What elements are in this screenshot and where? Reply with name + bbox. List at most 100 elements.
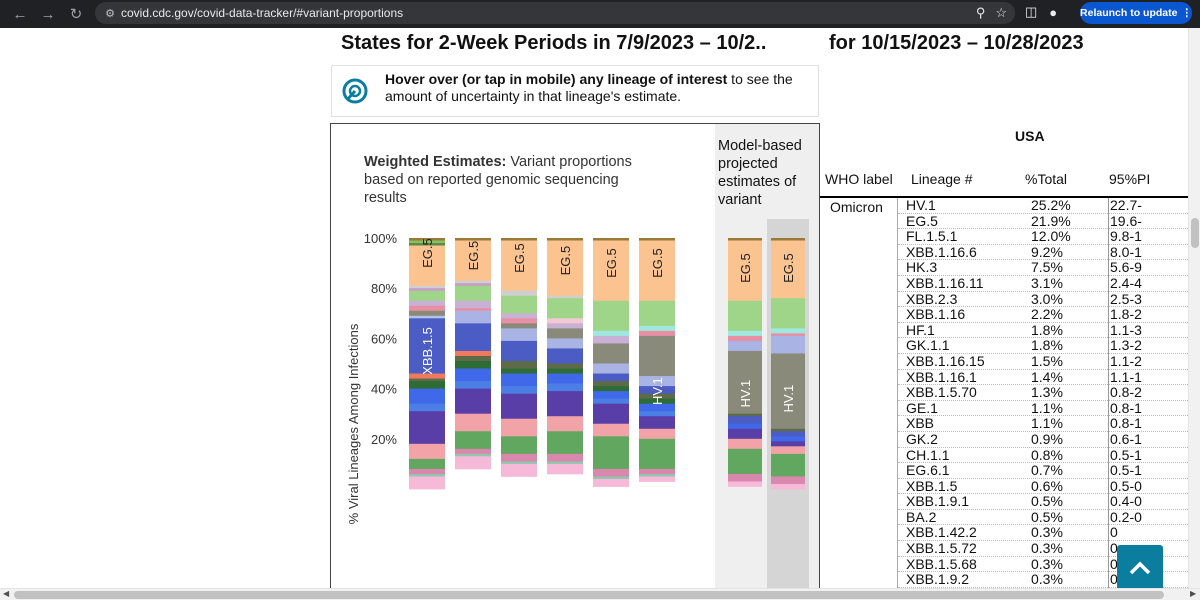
bar-segment	[547, 416, 583, 432]
lineage-cell: XBB.1.5.72	[906, 540, 977, 557]
bar-segment	[728, 423, 762, 430]
bar-segment	[501, 418, 537, 437]
pi-cell: 9.8-1	[1108, 228, 1142, 245]
table-row[interactable]: XBB.1.42.2 0.3% 0	[898, 525, 1188, 542]
table-row[interactable]: XBB.1.5 0.6% 0.5-0	[898, 477, 1188, 495]
table-row[interactable]: CH.1.1 0.8% 0.5-1	[898, 447, 1188, 464]
bar-segment	[455, 238, 491, 241]
bar-segment	[409, 373, 445, 379]
scroll-right-icon[interactable]: ▶	[1190, 589, 1197, 598]
bar-segment	[409, 388, 445, 405]
bar-segment	[771, 238, 805, 241]
table-row[interactable]: GK.2 0.9% 0.6-1	[898, 430, 1188, 448]
table-row[interactable]: XBB.1.9.1 0.5% 0.4-0	[898, 494, 1188, 510]
pi-cell: 0.6-1	[1108, 430, 1142, 448]
relaunch-button[interactable]: Relaunch to update ⋮	[1080, 2, 1192, 24]
scroll-to-top-button[interactable]	[1117, 545, 1163, 588]
horizontal-scrollbar[interactable]: ◀ ▶	[0, 588, 1200, 600]
pi-cell: 19.6-	[1108, 212, 1142, 230]
pi-cell: 0.8-1	[1108, 399, 1142, 417]
table-row[interactable]: HK.3 7.5% 5.6-9	[898, 260, 1188, 276]
vertical-scroll-thumb[interactable]	[1191, 218, 1199, 248]
pi-cell: 0.5-0	[1108, 477, 1142, 495]
table-row[interactable]: HV.1 25.2% 22.7-	[898, 197, 1188, 214]
bar-segment	[409, 468, 445, 475]
bar-segment	[409, 243, 445, 246]
table-row[interactable]: XBB.1.16.6 9.2% 8.0-1	[898, 243, 1188, 261]
bar-segment	[547, 240, 583, 297]
zoom-icon[interactable]: ⚲	[975, 5, 986, 20]
table-row[interactable]: XBB.1.16.11 3.1% 2.4-4	[898, 274, 1188, 292]
hint-rest-text: to see the amount of uncertainty in that…	[385, 71, 793, 104]
y-tick-label: 80%	[371, 281, 397, 296]
pi-cell: 5.6-9	[1108, 259, 1142, 276]
side-panel-icon[interactable]: ◫	[1025, 4, 1038, 19]
site-info-icon[interactable]: ⚙	[105, 7, 115, 20]
lineage-cell: XBB.1.5.68	[906, 555, 977, 572]
horizontal-scroll-thumb[interactable]	[14, 591, 1164, 599]
table-row[interactable]: XBB.1.5.68 0.3% 0.	[898, 555, 1188, 573]
table-row[interactable]: GK.1.1 1.8% 1.3-2	[898, 338, 1188, 354]
lineage-cell: XBB.1.9.1	[906, 493, 970, 510]
table-row[interactable]: EG.5 21.9% 19.6-	[898, 212, 1188, 230]
url-text[interactable]: covid.cdc.gov/covid-data-tracker/#varian…	[121, 6, 404, 20]
lineage-cell: FL.1.5.1	[906, 228, 958, 245]
forward-icon[interactable]: →	[40, 5, 56, 23]
bar-segment	[728, 481, 762, 487]
bar-segment	[547, 348, 583, 364]
bar-segment	[455, 350, 491, 357]
table-row[interactable]: XBB.1.16 2.2% 1.8-2	[898, 307, 1188, 323]
weighted-estimates-title: Weighted Estimates: Variant proportions …	[364, 153, 664, 207]
bar-segment	[771, 483, 805, 490]
bar-segment	[409, 403, 445, 412]
table-row[interactable]: XBB.1.5.72 0.3% 0	[898, 540, 1188, 557]
y-tick-label: 20%	[371, 432, 397, 447]
pct-total-cell: 1.3%	[1031, 384, 1063, 401]
table-row[interactable]: BA.2 0.5% 0.2-0	[898, 509, 1188, 526]
bar-segment	[409, 238, 445, 241]
y-tick-label: 40%	[371, 382, 397, 397]
table-row[interactable]: XBB 1.1% 0.8-1	[898, 416, 1188, 432]
bar-segment	[593, 300, 629, 332]
bar-segment	[409, 443, 445, 460]
pi-cell: 1.8-2	[1108, 306, 1142, 323]
pi-cell: 2.4-4	[1108, 274, 1142, 292]
back-icon[interactable]: ←	[12, 5, 28, 23]
bar-segment	[771, 335, 805, 354]
bar-segment	[547, 373, 583, 384]
bar-segment	[771, 441, 805, 447]
bar-segment	[639, 438, 675, 470]
scroll-left-icon[interactable]: ◀	[3, 589, 10, 598]
address-bar[interactable]: ⚙ covid.cdc.gov/covid-data-tracker/#vari…	[95, 2, 1015, 24]
table-row[interactable]: FL.1.5.1 12.0% 9.8-1	[898, 229, 1188, 245]
table-row[interactable]: XBB.1.5.70 1.3% 0.8-2	[898, 385, 1188, 401]
pi-cell: 0	[1108, 540, 1118, 557]
table-row[interactable]: EG.6.1 0.7% 0.5-1	[898, 462, 1188, 479]
bar-segment	[455, 431, 491, 450]
bar-segment	[771, 436, 805, 442]
table-row[interactable]: XBB.2.3 3.0% 2.5-3	[898, 291, 1188, 308]
bar-segment	[547, 431, 583, 455]
table-row[interactable]: XBB.1.16.1 1.4% 1.1-1	[898, 369, 1188, 386]
more-icon[interactable]: ⋮	[1181, 7, 1192, 19]
bar-segment	[455, 448, 491, 455]
lineage-cell: XBB.1.9.2	[906, 571, 970, 588]
vertical-scrollbar[interactable]	[1188, 28, 1200, 588]
bar-segment	[409, 290, 445, 302]
bar-segment	[547, 338, 583, 349]
lineage-cell: EG.6.1	[906, 462, 950, 479]
bar-segment	[728, 416, 762, 425]
bar-segment	[501, 318, 537, 324]
profile-icon[interactable]: ●	[1049, 4, 1058, 20]
bar-segment	[728, 240, 762, 302]
reload-icon[interactable]: ↻	[69, 6, 83, 23]
table-row[interactable]: GE.1 1.1% 0.8-1	[898, 399, 1188, 417]
pct-total-cell: 9.2%	[1031, 243, 1063, 260]
bar-segment	[639, 240, 675, 302]
table-row[interactable]: HF.1 1.8% 1.1-3	[898, 322, 1188, 339]
bookmark-star-icon[interactable]: ☆	[995, 5, 1007, 20]
bar-segment	[501, 340, 537, 362]
bar-segment	[501, 328, 537, 342]
bar-label: EG.5	[604, 248, 619, 278]
table-row[interactable]: XBB.1.16.15 1.5% 1.1-2	[898, 353, 1188, 370]
